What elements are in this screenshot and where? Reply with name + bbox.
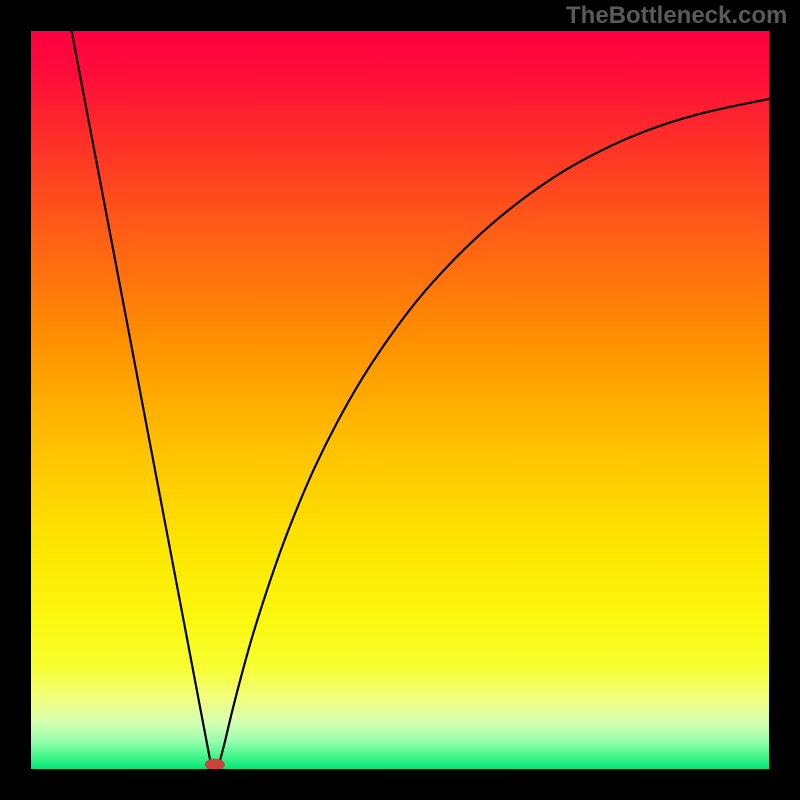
bottleneck-chart-svg (31, 31, 769, 769)
watermark-text: TheBottleneck.com (566, 2, 787, 30)
plot-frame (31, 31, 769, 769)
